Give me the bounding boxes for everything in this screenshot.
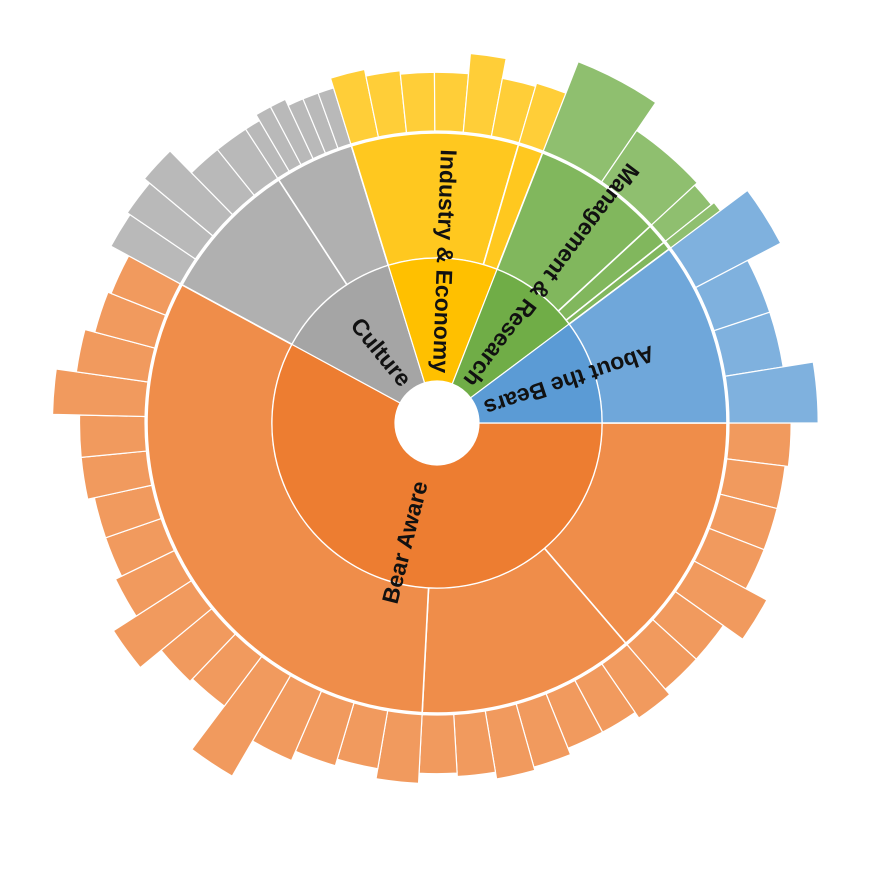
leaf-segment-bear-aware-2-7 [418, 713, 458, 775]
leaf-segment-industry-and-economy-1-4 [433, 71, 470, 133]
leaf-segment-about-the-bears-1-4 [724, 361, 819, 424]
leaf-segment-bear-aware-3-13 [78, 414, 147, 458]
category-segment-about-the-bears [470, 323, 603, 424]
leaf-segment-industry-and-economy-1-3 [399, 71, 436, 134]
category-segment-culture [291, 264, 426, 404]
chart-segments [51, 52, 819, 785]
category-segment-bear-aware [271, 343, 603, 589]
category-segment-industry-and-economy [387, 257, 498, 385]
